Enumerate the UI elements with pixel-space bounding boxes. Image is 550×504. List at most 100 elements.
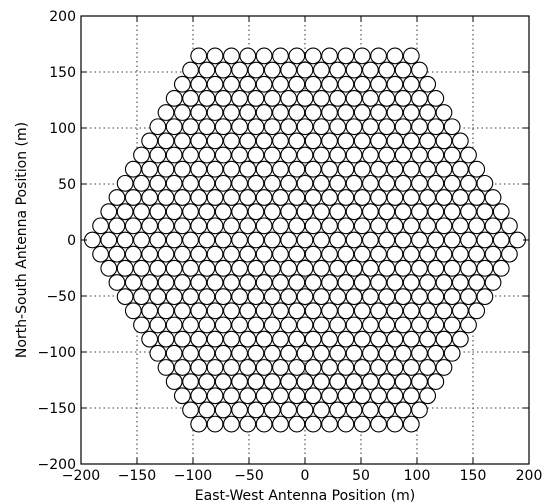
antenna-point-123 (173, 274, 191, 291)
antenna-point-545 (501, 245, 518, 263)
antenna-point-367 (296, 344, 314, 362)
antenna-point-205 (329, 89, 347, 107)
antenna-point-146 (198, 259, 216, 277)
antenna-point-410 (312, 373, 330, 391)
antenna-point-470 (362, 373, 379, 391)
antenna-point-267 (247, 316, 265, 334)
antenna-point-444 (435, 189, 453, 206)
antenna-point-104 (173, 245, 191, 263)
antenna-point-209 (173, 387, 191, 405)
antenna-point-211 (190, 359, 208, 376)
antenna-point-481 (451, 217, 469, 235)
antenna-point-179 (296, 118, 314, 136)
antenna-point-96 (255, 75, 273, 93)
antenna-point-391 (321, 330, 338, 348)
antenna-point-239 (223, 330, 240, 348)
antenna-point-115 (263, 89, 281, 107)
antenna-point-434 (353, 330, 371, 348)
antenna-point-467 (337, 415, 355, 433)
antenna-point-398 (378, 231, 396, 249)
antenna-point-249 (304, 189, 322, 206)
antenna-point-408 (296, 401, 314, 419)
antenna-point-27 (198, 61, 216, 79)
antenna-point-451 (345, 373, 363, 391)
antenna-point-488 (378, 373, 396, 391)
antenna-point-215 (223, 302, 240, 320)
antenna-point-150 (231, 203, 248, 221)
antenna-point-242 (247, 288, 265, 306)
antenna-point-121 (157, 302, 175, 320)
antenna-point-54 (182, 146, 199, 164)
antenna-point-151 (239, 189, 257, 206)
antenna-point-429 (312, 401, 330, 419)
antenna-point-485 (353, 415, 371, 433)
antenna-point-236 (198, 373, 216, 391)
antenna-point-1 (92, 217, 109, 235)
antenna-point-220 (263, 231, 281, 249)
antenna-point-330 (362, 174, 379, 192)
antenna-point-520 (402, 387, 420, 405)
antenna-point-127 (206, 217, 224, 235)
antenna-point-501 (484, 189, 502, 206)
antenna-point-8 (149, 118, 167, 136)
antenna-point-516 (484, 217, 502, 235)
antenna-point-83 (149, 259, 167, 277)
antenna-point-235 (190, 387, 208, 405)
antenna-point-124 (182, 259, 199, 277)
antenna-point-428 (304, 415, 322, 433)
antenna-point-169 (214, 259, 232, 277)
antenna-point-469 (353, 387, 371, 405)
antenna-point-486 (362, 401, 379, 419)
axis-ticks (80, 15, 530, 465)
antenna-point-301 (321, 217, 338, 235)
antenna-point-174 (255, 189, 273, 206)
antenna-point-517 (492, 203, 510, 221)
x-tick-label-7: 150 (460, 468, 487, 484)
antenna-point-527 (460, 288, 477, 306)
antenna-point-461 (427, 231, 445, 249)
antenna-point-372 (337, 274, 355, 291)
antenna-point-446 (451, 160, 469, 178)
antenna-point-265 (231, 344, 248, 362)
antenna-point-202 (304, 132, 322, 150)
antenna-point-164 (173, 330, 191, 348)
antenna-point-352 (353, 217, 371, 235)
y-tick-label-1: −150 (38, 401, 76, 417)
antenna-point-361 (427, 89, 445, 107)
x-tick-label-6: 100 (404, 468, 431, 484)
antenna-point-312 (411, 61, 428, 79)
antenna-point-413 (337, 330, 355, 348)
antenna-point-66 (149, 231, 167, 249)
antenna-point-337 (419, 75, 437, 93)
antenna-point-79 (255, 47, 273, 65)
antenna-point-213 (206, 330, 224, 348)
antenna-point-309 (386, 104, 404, 121)
antenna-point-98 (272, 47, 289, 65)
antenna-point-48 (133, 231, 150, 249)
antenna-point-496 (443, 259, 461, 277)
antenna-point-353 (362, 203, 379, 221)
antenna-point-93 (231, 118, 248, 136)
antenna-point-332 (378, 146, 396, 164)
antenna-point-453 (362, 344, 379, 362)
antenna-point-273 (296, 231, 314, 249)
antenna-point-72 (198, 146, 216, 164)
antenna-point-358 (402, 132, 420, 150)
antenna-point-499 (468, 217, 486, 235)
antenna-point-286 (402, 47, 420, 65)
antenna-point-415 (353, 302, 371, 320)
antenna-point-526 (451, 302, 469, 320)
antenna-point-460 (419, 245, 437, 263)
y-tick-label-0: −200 (38, 457, 76, 473)
antenna-point-528 (468, 274, 486, 291)
antenna-point-500 (476, 203, 494, 221)
antenna-point-473 (386, 330, 404, 348)
antenna-point-207 (345, 61, 363, 79)
antenna-point-369 (312, 316, 330, 334)
antenna-point-59 (223, 75, 240, 93)
antenna-point-307 (370, 132, 387, 150)
antenna-point-254 (345, 118, 363, 136)
x-tick-label-8: 200 (516, 468, 543, 484)
antenna-point-397 (370, 245, 387, 263)
